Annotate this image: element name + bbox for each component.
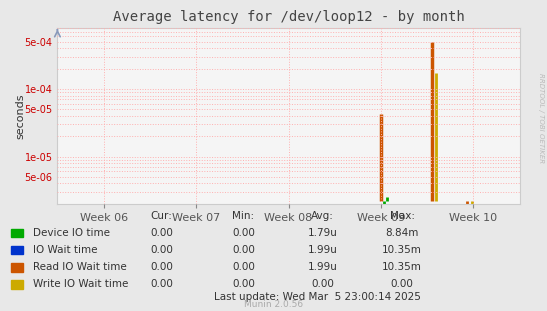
Text: 0.00: 0.00 <box>232 262 255 272</box>
Text: Avg:: Avg: <box>311 211 334 221</box>
Text: 1.99u: 1.99u <box>308 245 337 255</box>
Text: IO Wait time: IO Wait time <box>33 245 97 255</box>
Text: 0.00: 0.00 <box>311 279 334 289</box>
Text: 0.00: 0.00 <box>150 245 173 255</box>
Text: 8.84m: 8.84m <box>385 228 419 238</box>
Text: Last update: Wed Mar  5 23:00:14 2025: Last update: Wed Mar 5 23:00:14 2025 <box>214 292 421 302</box>
Text: 0.00: 0.00 <box>150 228 173 238</box>
Text: 0.00: 0.00 <box>391 279 414 289</box>
Text: Max:: Max: <box>389 211 415 221</box>
Text: 0.00: 0.00 <box>232 228 255 238</box>
Text: Read IO Wait time: Read IO Wait time <box>33 262 126 272</box>
Text: 0.00: 0.00 <box>150 279 173 289</box>
Text: 1.99u: 1.99u <box>308 262 337 272</box>
Text: 0.00: 0.00 <box>232 279 255 289</box>
Text: 10.35m: 10.35m <box>382 245 422 255</box>
Text: Cur:: Cur: <box>150 211 172 221</box>
Text: 0.00: 0.00 <box>150 262 173 272</box>
Text: Munin 2.0.56: Munin 2.0.56 <box>244 300 303 309</box>
Text: RRDTOOL / TOBI OETIKER: RRDTOOL / TOBI OETIKER <box>538 73 544 163</box>
Text: 0.00: 0.00 <box>232 245 255 255</box>
Text: Device IO time: Device IO time <box>33 228 110 238</box>
Text: Min:: Min: <box>232 211 254 221</box>
Text: Write IO Wait time: Write IO Wait time <box>33 279 128 289</box>
Text: 10.35m: 10.35m <box>382 262 422 272</box>
Text: 1.79u: 1.79u <box>308 228 337 238</box>
Y-axis label: seconds: seconds <box>15 93 25 139</box>
Title: Average latency for /dev/loop12 - by month: Average latency for /dev/loop12 - by mon… <box>113 10 464 24</box>
